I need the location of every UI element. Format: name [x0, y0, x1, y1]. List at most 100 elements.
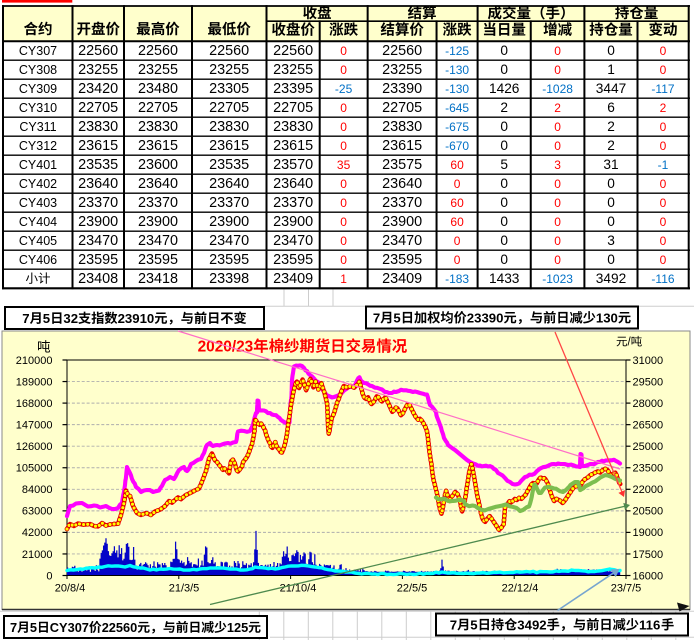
svg-text:23395: 23395 [273, 81, 313, 97]
svg-text:0: 0 [340, 215, 347, 229]
svg-text:5: 5 [470, 617, 477, 632]
svg-text:0: 0 [660, 139, 667, 153]
svg-text:0: 0 [500, 195, 508, 210]
svg-text:0: 0 [554, 253, 561, 267]
svg-text:22/5/5: 22/5/5 [397, 583, 428, 595]
svg-text:7: 7 [10, 620, 17, 635]
svg-text:0: 0 [340, 63, 347, 77]
svg-text:23409: 23409 [273, 271, 313, 287]
svg-text:23640: 23640 [138, 176, 178, 192]
svg-text:CY404: CY404 [19, 215, 57, 229]
svg-text:5: 5 [500, 157, 508, 172]
svg-text:22705: 22705 [138, 100, 178, 116]
svg-text:0: 0 [340, 253, 347, 267]
svg-text:21/3/5: 21/3/5 [169, 583, 200, 595]
svg-text:23305: 23305 [209, 81, 249, 97]
svg-text:60: 60 [450, 215, 464, 229]
svg-text:0: 0 [340, 139, 347, 153]
svg-text:0: 0 [607, 252, 615, 267]
svg-text:7: 7 [450, 617, 457, 632]
svg-text:23/7/5: 23/7/5 [611, 583, 642, 595]
svg-text:-1: -1 [658, 158, 669, 172]
svg-text:CY307: CY307 [19, 44, 57, 58]
svg-text:22560: 22560 [273, 43, 313, 59]
svg-text:0: 0 [660, 196, 667, 210]
svg-text:0: 0 [554, 234, 561, 248]
svg-text:2020/23: 2020/23 [198, 339, 254, 356]
svg-text:23535: 23535 [209, 157, 249, 173]
svg-text:17500: 17500 [633, 549, 664, 561]
svg-text:0: 0 [340, 101, 347, 115]
svg-text:63000: 63000 [22, 506, 53, 518]
svg-text:23640: 23640 [382, 176, 422, 192]
svg-text:25000: 25000 [633, 441, 664, 453]
svg-text:CY308: CY308 [19, 63, 57, 77]
svg-text:22560: 22560 [209, 43, 249, 59]
svg-text:-116: -116 [651, 272, 674, 286]
svg-text:0: 0 [554, 120, 561, 134]
svg-text:23595: 23595 [273, 252, 313, 268]
svg-text:23500: 23500 [633, 463, 664, 475]
svg-text:0: 0 [340, 120, 347, 134]
svg-text:23830: 23830 [78, 119, 118, 135]
svg-text:0: 0 [454, 234, 461, 248]
svg-text:126000: 126000 [16, 441, 53, 453]
svg-text:0: 0 [607, 176, 615, 191]
svg-text:5: 5 [30, 620, 37, 635]
svg-text:60: 60 [450, 196, 464, 210]
svg-text:23370: 23370 [273, 195, 313, 211]
svg-text:3492: 3492 [517, 617, 546, 632]
svg-text:23255: 23255 [209, 62, 249, 78]
svg-text:CY401: CY401 [19, 158, 57, 172]
svg-text:23575: 23575 [382, 157, 422, 173]
svg-text:35: 35 [337, 158, 351, 172]
svg-text:-645: -645 [445, 101, 469, 115]
svg-text:22705: 22705 [78, 100, 118, 116]
svg-text:-183: -183 [445, 272, 469, 286]
svg-text:0: 0 [554, 63, 561, 77]
svg-text:0: 0 [340, 177, 347, 191]
svg-text:3447: 3447 [596, 81, 626, 96]
svg-text:23830: 23830 [273, 119, 313, 135]
svg-text:1: 1 [340, 272, 347, 286]
svg-text:7: 7 [22, 311, 29, 326]
svg-text:CY403: CY403 [19, 196, 57, 210]
svg-text:0: 0 [607, 43, 615, 58]
svg-text:3: 3 [607, 233, 615, 248]
svg-text:125: 125 [227, 620, 248, 635]
svg-text:23900: 23900 [209, 214, 249, 230]
svg-text:189000: 189000 [16, 376, 53, 388]
svg-text:-1028: -1028 [542, 82, 573, 96]
svg-text:84000: 84000 [22, 484, 53, 496]
svg-text:23255: 23255 [382, 62, 422, 78]
svg-text:23418: 23418 [138, 271, 178, 287]
svg-text:0: 0 [500, 138, 508, 153]
svg-text:6: 6 [607, 100, 615, 115]
svg-text:23470: 23470 [138, 233, 178, 249]
svg-text:116: 116 [639, 617, 660, 632]
svg-text:5: 5 [43, 311, 50, 326]
svg-text:28000: 28000 [633, 398, 664, 410]
svg-text:0: 0 [554, 139, 561, 153]
svg-text:0: 0 [660, 215, 667, 229]
svg-text:23255: 23255 [78, 62, 118, 78]
svg-text:0: 0 [340, 196, 347, 210]
svg-text:130: 130 [596, 310, 618, 325]
svg-text:23900: 23900 [382, 214, 422, 230]
svg-text:-117: -117 [651, 82, 674, 96]
svg-text:22560: 22560 [78, 43, 118, 59]
svg-text:0: 0 [500, 214, 508, 229]
svg-text:210000: 210000 [16, 355, 53, 367]
svg-text:0: 0 [340, 44, 347, 58]
svg-text:23595: 23595 [209, 252, 249, 268]
svg-text:23615: 23615 [273, 138, 313, 154]
svg-text:23595: 23595 [138, 252, 178, 268]
svg-text:2: 2 [554, 101, 561, 115]
svg-text:0: 0 [660, 234, 667, 248]
svg-text:19000: 19000 [633, 527, 664, 539]
svg-text:-125: -125 [445, 44, 469, 58]
svg-text:0: 0 [554, 44, 561, 58]
svg-text:0: 0 [500, 252, 508, 267]
svg-text:22560: 22560 [382, 43, 422, 59]
svg-text:3: 3 [554, 158, 561, 172]
